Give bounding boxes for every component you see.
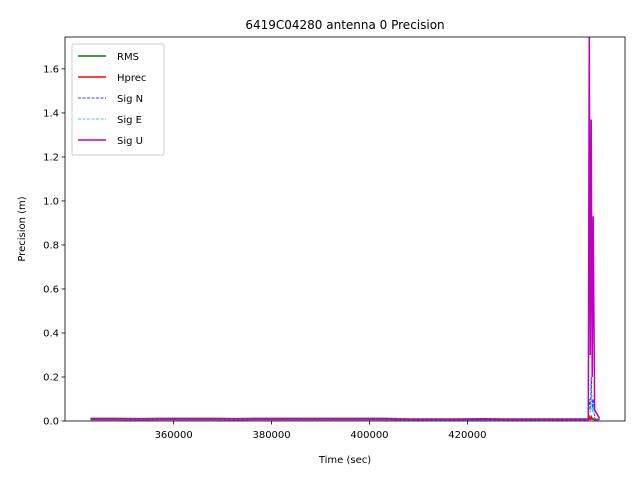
legend-label: RMS [117, 52, 139, 63]
y-tick-label: 1.6 [43, 64, 59, 75]
y-tick-label: 0.2 [43, 372, 59, 383]
x-axis-label: Time (sec) [318, 455, 371, 466]
series-line [90, 387, 600, 421]
series-line [90, 37, 601, 420]
x-tick-label: 360000 [155, 430, 193, 441]
y-axis-label: Precision (m) [17, 196, 28, 261]
legend-box [71, 43, 165, 156]
x-tick-label: 420000 [448, 430, 486, 441]
y-tick-label: 1.2 [43, 152, 59, 163]
x-tick-label: 380000 [252, 430, 290, 441]
y-tick-label: 0.0 [43, 417, 59, 428]
y-tick-label: 0.4 [43, 328, 59, 339]
y-tick-label: 0.6 [43, 284, 59, 295]
x-tick-label: 400000 [350, 430, 388, 441]
axes-frame [64, 36, 626, 422]
chart-title: 6419C04280 antenna 0 Precision [245, 18, 444, 32]
legend-label: Sig N [117, 94, 143, 105]
legend-label: Sig U [117, 136, 143, 147]
y-tick-label: 1.0 [43, 196, 59, 207]
y-tick-label: 1.4 [43, 108, 59, 119]
y-tick-label: 0.8 [43, 240, 59, 251]
plot-area [90, 37, 601, 421]
legend-label: Hprec [117, 73, 146, 84]
legend-label: Sig E [117, 115, 142, 126]
